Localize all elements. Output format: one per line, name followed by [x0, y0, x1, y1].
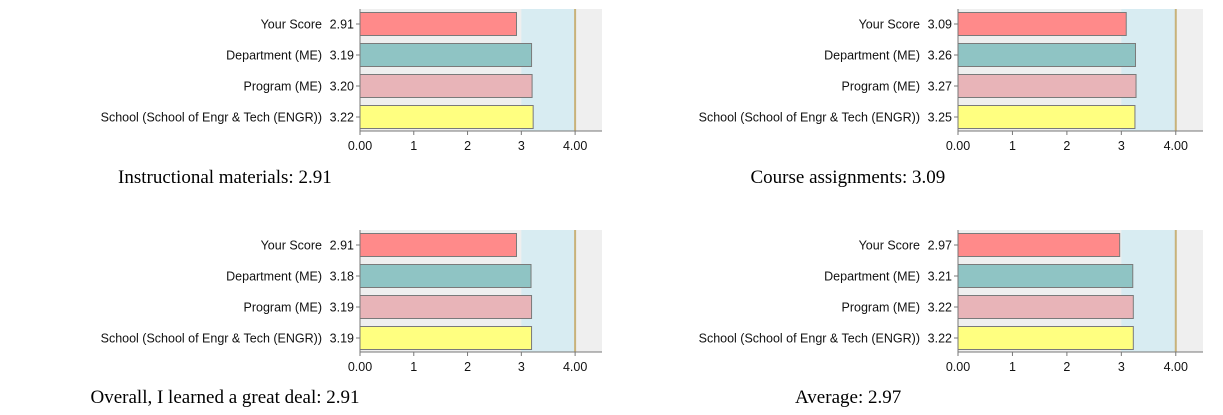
value-label: 3.19 [330, 332, 354, 346]
value-label: 3.22 [330, 111, 354, 125]
chart-4: 2.97 Your Score 3.21 Department (ME) 3.22 Pro… [699, 230, 1203, 374]
value-label: 3.20 [330, 80, 354, 94]
value-label: 3.09 [928, 18, 952, 32]
category-label: Program (ME) [842, 301, 920, 315]
category-label: Program (ME) [842, 80, 920, 94]
value-label: 3.22 [928, 301, 952, 315]
chart-caption: Instructional materials: 2.91 [118, 167, 332, 188]
value-label: 2.97 [928, 239, 952, 253]
x-tick-label: 2 [1063, 360, 1070, 374]
category-label: School (School of Engr & Tech (ENGR)) [699, 111, 920, 125]
value-label: 2.91 [330, 18, 354, 32]
bar [957, 295, 1134, 319]
x-tick-label: 0.00 [946, 360, 970, 374]
value-label: 3.22 [928, 332, 952, 346]
bar [359, 43, 533, 67]
bar [957, 74, 1137, 98]
category-label: Program (ME) [244, 301, 322, 315]
category-label: School (School of Engr & Tech (ENGR)) [101, 332, 322, 346]
bar [957, 43, 1136, 67]
bar [359, 326, 533, 350]
x-tick-label: 1 [1009, 139, 1016, 153]
value-label: 3.19 [330, 301, 354, 315]
category-label: Program (ME) [244, 80, 322, 94]
bar [957, 264, 1134, 288]
category-label: Department (ME) [824, 270, 920, 284]
chart-caption: Course assignments: 3.09 [750, 167, 946, 188]
x-tick-label: 3 [518, 360, 525, 374]
bar [359, 12, 517, 36]
x-tick-label: 3 [518, 139, 525, 153]
x-tick-label: 2 [464, 139, 471, 153]
bar [359, 233, 517, 257]
value-label: 3.19 [330, 49, 354, 63]
value-label: 3.21 [928, 270, 952, 284]
value-label: 2.91 [330, 239, 354, 253]
category-label: Your Score [859, 18, 920, 32]
x-tick-label: 0.00 [946, 139, 970, 153]
bar [359, 295, 533, 319]
bar [957, 233, 1121, 257]
bar [359, 264, 532, 288]
chart-1: 2.91 Your Score 3.19 Department (ME) 3.20 Pro… [101, 9, 602, 153]
x-tick-label: 0.00 [348, 360, 372, 374]
x-tick-label: 1 [410, 139, 417, 153]
chart-2: 3.09 Your Score 3.26 Department (ME) 3.27 Pro… [699, 9, 1203, 153]
category-label: Department (ME) [824, 49, 920, 63]
value-label: 3.27 [928, 80, 952, 94]
category-label: Department (ME) [226, 49, 322, 63]
bar [359, 74, 533, 98]
bar [957, 326, 1134, 350]
x-tick-label: 3 [1118, 139, 1125, 153]
category-label: Your Score [261, 239, 322, 253]
category-label: Your Score [261, 18, 322, 32]
x-tick-label: 4.00 [563, 360, 587, 374]
x-tick-label: 4.00 [563, 139, 587, 153]
category-label: School (School of Engr & Tech (ENGR)) [101, 111, 322, 125]
x-tick-label: 1 [410, 360, 417, 374]
x-tick-label: 3 [1118, 360, 1125, 374]
x-tick-label: 4.00 [1164, 139, 1188, 153]
x-tick-label: 2 [1063, 139, 1070, 153]
value-label: 3.18 [330, 270, 354, 284]
value-label: 3.25 [928, 111, 952, 125]
x-tick-label: 1 [1009, 360, 1016, 374]
value-label: 3.26 [928, 49, 952, 63]
x-tick-label: 2 [464, 360, 471, 374]
bar [957, 105, 1136, 129]
x-tick-label: 4.00 [1164, 360, 1188, 374]
bar [359, 105, 534, 129]
category-label: Your Score [859, 239, 920, 253]
x-tick-label: 0.00 [348, 139, 372, 153]
chart-3: 2.91 Your Score 3.18 Department (ME) 3.19 Pro… [101, 230, 602, 374]
category-label: Department (ME) [226, 270, 322, 284]
category-label: School (School of Engr & Tech (ENGR)) [699, 332, 920, 346]
chart-caption: Average: 2.97 [795, 387, 902, 408]
chart-caption: Overall, I learned a great deal: 2.91 [90, 387, 360, 408]
bar [957, 12, 1127, 36]
